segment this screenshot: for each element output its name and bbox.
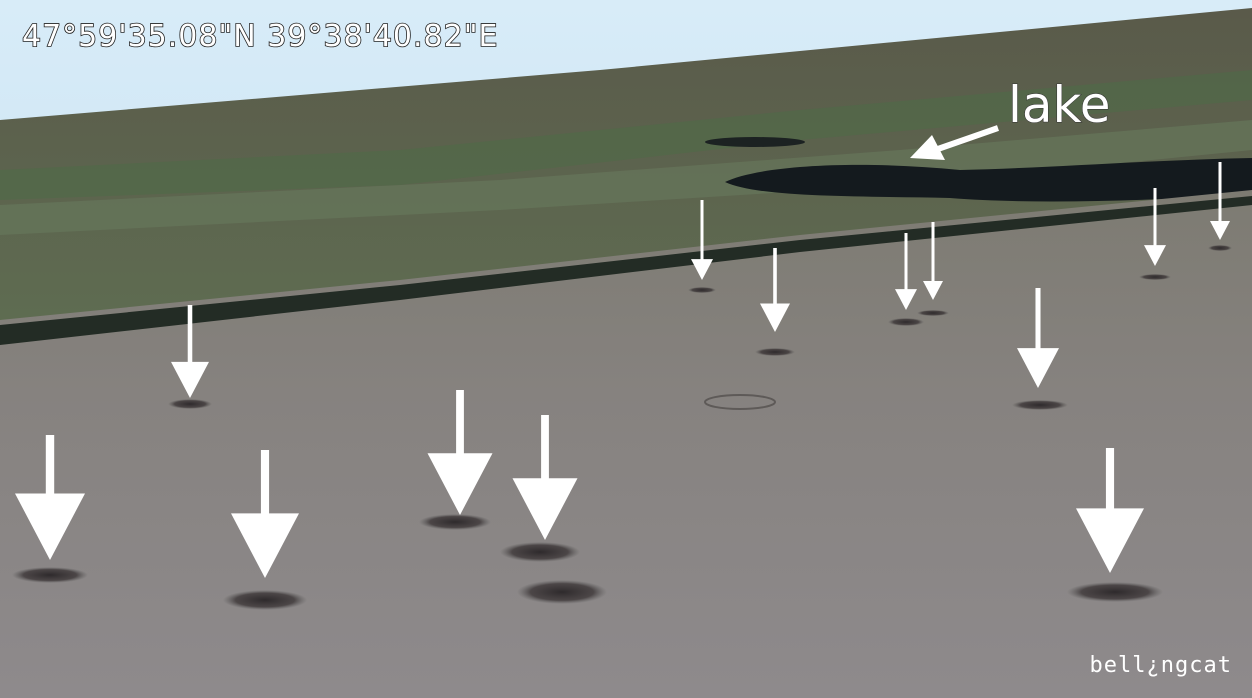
arrow-head: [1017, 348, 1059, 388]
arrow: [231, 450, 299, 578]
arrow-head: [923, 281, 943, 300]
crater: [688, 287, 716, 293]
arrow: [760, 248, 790, 332]
crater: [1067, 582, 1163, 602]
arrow-head: [512, 478, 578, 540]
arrow: [427, 390, 493, 515]
arrow-head: [895, 289, 917, 310]
crater: [419, 514, 491, 530]
arrow-shaft: [931, 222, 935, 283]
arrow-head: [1076, 508, 1144, 573]
arrow: [923, 222, 943, 300]
arrow: [895, 233, 917, 310]
arrow-head: [1144, 245, 1166, 266]
arrow-shaft: [773, 248, 777, 306]
arrow-head: [231, 513, 299, 578]
arrow: [691, 200, 713, 280]
arrow-shaft: [1218, 162, 1222, 223]
crater: [1208, 245, 1232, 251]
crater: [500, 542, 580, 562]
arrow: [1017, 288, 1059, 388]
arrow-shaft: [1035, 288, 1041, 351]
arrow: [512, 415, 578, 540]
crater: [517, 580, 607, 604]
crater: [168, 399, 212, 409]
arrow-shaft: [904, 233, 908, 292]
lake-arrow: [910, 125, 999, 160]
pond: [705, 137, 805, 147]
arrow-shaft: [1105, 448, 1115, 511]
arrow-head: [15, 493, 85, 560]
arrow-head: [427, 453, 493, 515]
crater-ring: [704, 394, 776, 410]
arrow: [1210, 162, 1230, 240]
lake-water: [725, 158, 1252, 202]
near-field: [0, 190, 1252, 698]
crater: [888, 318, 924, 326]
arrow: [1076, 448, 1144, 573]
coordinates: 47°59'35.08"N 39°38'40.82"E: [22, 19, 499, 54]
arrow-head: [171, 361, 209, 398]
arrow-shaft: [700, 200, 704, 262]
watermark: bell¿ngcat: [1090, 653, 1232, 678]
arrow-shaft: [541, 415, 549, 481]
arrow: [1144, 188, 1166, 266]
arrow: [171, 305, 209, 398]
arrow-shaft: [45, 435, 55, 496]
arrow: [15, 435, 85, 560]
arrow-head: [760, 303, 790, 332]
lake-label: lake: [1008, 76, 1110, 134]
crater: [12, 567, 88, 583]
arrow-shaft: [187, 305, 193, 364]
arrow-shaft: [456, 390, 464, 456]
arrow-head: [691, 259, 713, 280]
arrow-shaft: [1153, 188, 1157, 248]
tree-line: [0, 196, 1252, 345]
arrow-head: [1210, 221, 1230, 240]
crater: [917, 310, 949, 316]
arrow-shaft: [260, 450, 270, 516]
crater: [755, 348, 795, 356]
field-strip: [0, 70, 1252, 200]
crater: [1139, 274, 1171, 280]
crater: [223, 590, 307, 610]
crater: [1012, 400, 1068, 410]
